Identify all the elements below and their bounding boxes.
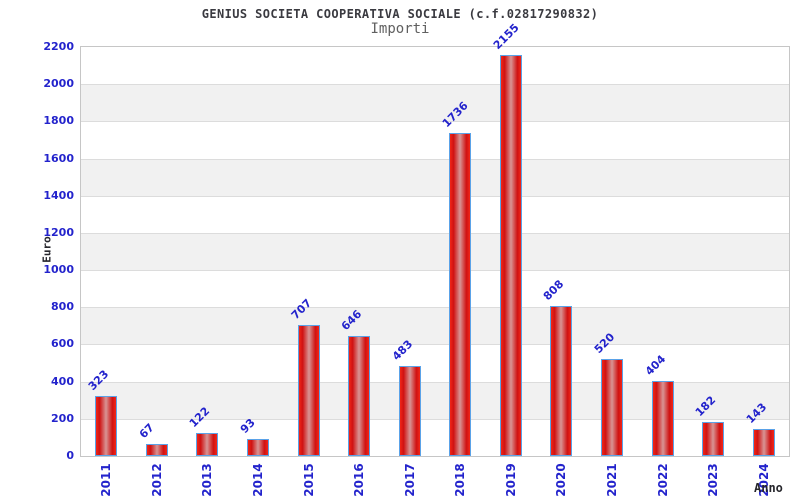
gridline	[81, 158, 789, 160]
plot-band	[81, 344, 789, 381]
y-axis-title: Euro	[40, 236, 54, 263]
bar-2014	[247, 438, 269, 456]
x-tick-label: 2012	[149, 463, 164, 497]
y-tick-label: 800	[51, 300, 74, 314]
x-tick-label: 2013	[200, 463, 215, 497]
x-tick-label: 2018	[453, 463, 468, 497]
y-tick-label: 2200	[43, 40, 74, 53]
bar-2017	[398, 366, 421, 456]
bar-2022	[651, 380, 674, 456]
plot-band	[81, 419, 789, 456]
bar-2020	[550, 305, 573, 456]
plot-band	[81, 381, 789, 419]
bar-2011	[95, 395, 118, 456]
x-tick-label: 2014	[251, 463, 265, 497]
y-tick-label: 400	[51, 374, 74, 388]
plot-band	[81, 270, 789, 307]
y-tick-label: 1400	[43, 188, 74, 202]
plot-band	[81, 196, 789, 233]
gridline	[81, 195, 789, 197]
y-tick-label: 0	[66, 449, 74, 462]
y-tick-label: 1800	[43, 114, 74, 128]
y-tick-label: 1000	[43, 263, 74, 277]
x-tick-label: 2021	[605, 463, 619, 497]
y-tick-label: 600	[51, 337, 74, 351]
y-tick-label: 2000	[43, 77, 74, 91]
plot-area	[80, 46, 790, 457]
plot-band	[81, 158, 789, 196]
bar-2023	[702, 422, 725, 456]
gridline	[81, 270, 789, 272]
plot-band	[81, 84, 789, 122]
y-tick-label: 200	[51, 411, 74, 425]
chart-subtitle: Importi	[370, 21, 430, 37]
x-tick-label: 2017	[402, 463, 417, 497]
x-tick-label: 2023	[706, 463, 721, 497]
x-tick-label: 2011	[99, 463, 114, 497]
x-tick-label: 2020	[554, 463, 569, 497]
bar-2013	[196, 433, 219, 456]
gridline	[81, 232, 789, 234]
gridline	[81, 307, 789, 309]
plot-band	[81, 121, 789, 158]
bar-2024	[752, 429, 775, 456]
gridline	[81, 418, 789, 420]
x-axis-title: Anno	[754, 481, 783, 495]
bar-2018	[449, 133, 472, 456]
y-tick-label: 1200	[43, 225, 74, 239]
bar-2015	[297, 324, 320, 456]
plot-band	[81, 307, 789, 345]
x-tick-label: 2019	[503, 463, 518, 497]
bar-2012	[145, 443, 168, 456]
x-tick-label: 2016	[352, 463, 367, 497]
bar-2021	[601, 359, 623, 456]
bar-2016	[348, 335, 371, 456]
gridline	[81, 121, 789, 123]
plot-band	[81, 47, 789, 84]
x-tick-label: 2022	[655, 463, 670, 497]
y-tick-label: 1600	[43, 151, 74, 165]
chart-title: GENIUS SOCIETA COOPERATIVA SOCIALE (c.f.…	[201, 7, 599, 21]
bar-2019	[499, 55, 522, 456]
gridline	[81, 381, 789, 383]
x-tick-label: 2015	[301, 463, 316, 497]
gridline	[81, 344, 789, 346]
gridline	[81, 84, 789, 86]
plot-band	[81, 232, 789, 271]
